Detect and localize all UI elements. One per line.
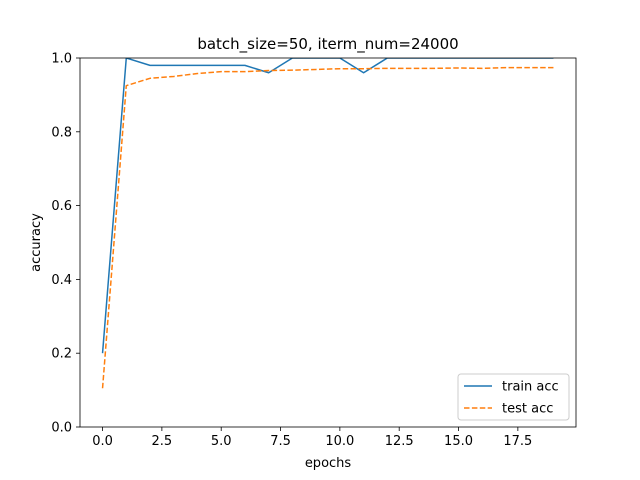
legend-label-test-acc: test acc [502, 402, 553, 417]
y-tick-label: 0.6 [51, 199, 72, 214]
series-layer [101, 58, 554, 389]
x-tick-label: 2.5 [152, 434, 173, 449]
x-tick-label: 7.5 [270, 434, 291, 449]
x-tick-label: 12.5 [385, 434, 414, 449]
series-line-test-acc [101, 66, 554, 389]
plot-frame [79, 57, 577, 428]
y-tick-label: 0.2 [51, 347, 72, 362]
y-tick-label: 0.8 [51, 125, 72, 140]
x-tick-label: 0.0 [92, 434, 113, 449]
x-tick-label: 10.0 [325, 434, 354, 449]
y-axis: 0.0 0.2 0.4 0.6 0.8 1.0 [51, 52, 80, 436]
y-tick-label: 0.0 [51, 421, 72, 436]
series-line-train-acc [101, 58, 554, 354]
plot-area [80, 58, 576, 427]
x-tick-label: 15.0 [444, 434, 473, 449]
x-axis: 0.0 2.5 5.0 7.5 10.0 12.5 15.0 17.5 [92, 427, 532, 449]
chart-title: batch_size=50, iterm_num=24000 [197, 35, 458, 54]
y-axis-title: accuracy [29, 213, 44, 272]
x-tick-label: 5.0 [211, 434, 232, 449]
y-tick-label: 1.0 [51, 52, 72, 67]
legend-label-train-acc: train acc [502, 380, 559, 395]
legend: train acc test acc [457, 373, 570, 421]
x-tick-label: 17.5 [503, 434, 532, 449]
y-tick-label: 0.4 [51, 273, 72, 288]
x-axis-title: epochs [305, 456, 352, 471]
